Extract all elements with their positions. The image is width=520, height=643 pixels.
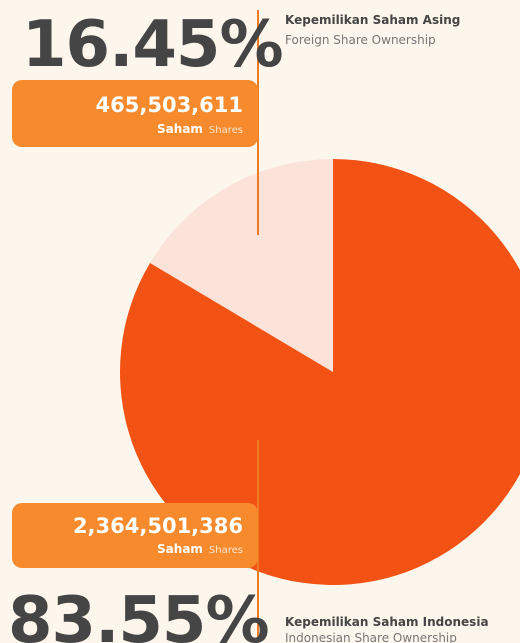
unit-en: Shares bbox=[209, 125, 243, 136]
category-label: Kepemilikan Saham Asing bbox=[285, 13, 460, 27]
shares-count: 465,503,611 bbox=[96, 93, 243, 117]
unit-label: Saham Shares bbox=[157, 542, 243, 556]
category-label-en: Indonesian Share Ownership bbox=[285, 631, 457, 643]
callout-box bbox=[12, 80, 258, 147]
callout-box bbox=[12, 503, 258, 568]
unit: Saham bbox=[157, 122, 203, 136]
shares-count: 2,364,501,386 bbox=[73, 514, 243, 538]
pie bbox=[120, 159, 520, 585]
pie-slice bbox=[120, 159, 520, 585]
percent-label: 83.55% bbox=[8, 584, 269, 643]
pie-slice bbox=[150, 159, 333, 372]
unit: Saham bbox=[157, 542, 203, 556]
percent-label: 16.45% bbox=[22, 8, 283, 82]
unit-label: Saham Shares bbox=[157, 122, 243, 136]
category-label-en: Foreign Share Ownership bbox=[285, 33, 436, 47]
unit-en: Shares bbox=[209, 545, 243, 556]
category-label: Kepemilikan Saham Indonesia bbox=[285, 615, 489, 629]
